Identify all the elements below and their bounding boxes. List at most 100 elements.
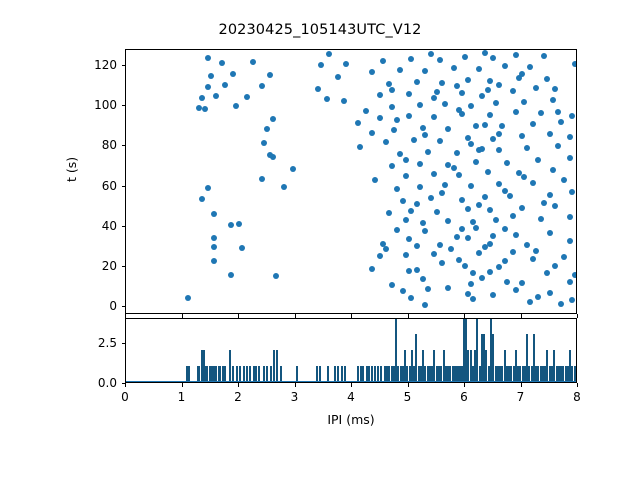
scatter-point [428, 51, 435, 58]
histogram-bar [562, 366, 565, 382]
scatter-point [526, 298, 533, 305]
scatter-point [368, 130, 375, 137]
histogram-bar [392, 366, 395, 382]
scatter-point [543, 269, 550, 276]
histogram-bar [208, 366, 211, 382]
scatter-point [572, 271, 576, 278]
scatter-point [388, 281, 395, 288]
scatter-point [422, 301, 429, 308]
scatter-point [478, 93, 485, 100]
histogram-bar [239, 366, 242, 382]
histogram-bar [471, 366, 474, 382]
histogram-bar [262, 366, 265, 382]
scatter-point [487, 240, 494, 247]
histogram-bar [217, 366, 220, 382]
scatter-point [399, 197, 406, 204]
histogram-bar [360, 366, 363, 382]
scatter-point [529, 179, 536, 186]
scatter-point [459, 111, 466, 118]
scatter-point [476, 249, 483, 256]
histogram-bars-layer [126, 319, 576, 382]
scatter-point [546, 191, 553, 198]
y-tick-mark [121, 145, 125, 147]
scatter-point [413, 242, 420, 249]
scatter-point [546, 229, 553, 236]
scatter-point [204, 84, 211, 91]
scatter-point [416, 102, 423, 109]
scatter-point [210, 234, 217, 241]
scatter-point [476, 201, 483, 208]
histogram-bar [487, 366, 490, 382]
scatter-point [566, 278, 573, 285]
scatter-point [510, 212, 517, 219]
histogram-bar [435, 366, 438, 382]
scatter-point [518, 204, 525, 211]
scatter-point [272, 272, 279, 279]
histogram-bar [404, 350, 407, 382]
hist-x-tick-label: 6 [460, 390, 468, 404]
histogram-bar [210, 366, 213, 382]
hist-x-tick-label: 1 [177, 390, 186, 404]
scatter-point [467, 141, 474, 148]
scatter-point [447, 245, 454, 252]
histogram-bar [517, 366, 520, 382]
histogram-bar [492, 334, 495, 382]
hist-y-tick-mark [121, 343, 125, 345]
scatter-point [340, 98, 347, 105]
histogram-bar [295, 366, 298, 382]
histogram-bar [399, 366, 402, 382]
scatter-point [521, 99, 528, 106]
scatter-x-tick-mark [238, 314, 239, 318]
scatter-point [377, 92, 384, 99]
scatter-point [532, 85, 539, 92]
scatter-point [490, 55, 497, 62]
histogram-bar [521, 366, 524, 382]
histogram-bar [186, 366, 189, 382]
histogram-bar [512, 366, 515, 382]
y-tick-mark [121, 105, 125, 107]
scatter-point [221, 82, 228, 89]
scatter-point [532, 247, 539, 254]
histogram-bar [276, 350, 279, 382]
histogram-bar [546, 350, 549, 382]
scatter-point [501, 257, 508, 264]
scatter-point [456, 107, 463, 114]
scatter-point [413, 200, 420, 207]
histogram-bar [373, 366, 376, 382]
scatter-point [481, 193, 488, 200]
scatter-point [462, 54, 468, 61]
scatter-x-tick-mark [125, 314, 126, 318]
scatter-point [538, 110, 545, 117]
histogram-bar [451, 366, 454, 382]
scatter-point [436, 138, 443, 145]
scatter-point [524, 241, 531, 248]
histogram-bar [480, 334, 483, 382]
scatter-point [416, 183, 423, 190]
histogram-bar [532, 334, 535, 382]
scatter-x-tick-mark [181, 314, 183, 318]
scatter-point [549, 97, 556, 104]
scatter-point [459, 225, 466, 232]
scatter-point [484, 169, 491, 176]
scatter-point [419, 125, 426, 132]
scatter-point [526, 64, 533, 71]
scatter-point [238, 244, 245, 251]
scatter-point [430, 114, 437, 121]
scatter-point [394, 117, 401, 124]
histogram-bar [417, 366, 420, 382]
scatter-point [510, 248, 517, 255]
figure-title: 20230425_105143UTC_V12 [218, 22, 422, 38]
scatter-point [473, 123, 480, 130]
histogram-bar [334, 366, 337, 382]
scatter-point [399, 287, 406, 294]
scatter-point [439, 80, 446, 87]
scatter-point [487, 78, 494, 85]
y-tick-mark [121, 65, 125, 67]
histogram-bar [566, 366, 569, 382]
scatter-x-tick-mark [520, 314, 522, 318]
scatter-point [210, 210, 217, 217]
histogram-bar [444, 366, 447, 382]
scatter-point [264, 126, 271, 133]
scatter-point [495, 180, 502, 187]
scatter-x-tick-mark [351, 314, 352, 318]
